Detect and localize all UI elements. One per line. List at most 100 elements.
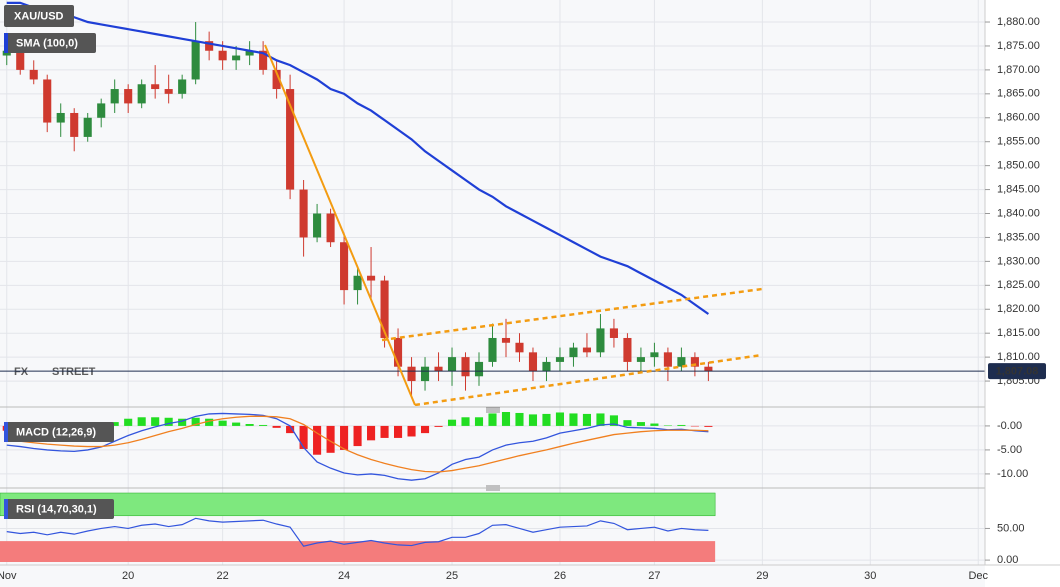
resize-handle[interactable] (486, 485, 500, 491)
macd-histogram-bar (367, 425, 376, 441)
macd-histogram-bar (245, 424, 254, 426)
x-tick-label: 29 (756, 570, 768, 582)
legend-symbol: XAU/USD (14, 10, 64, 22)
watermark: FX (14, 366, 29, 378)
candle-body (151, 84, 160, 90)
candle-body (367, 275, 376, 281)
macd-histogram-bar (528, 414, 538, 426)
candle-body (97, 103, 106, 118)
macd-histogram-bar (569, 413, 578, 426)
candle-body (56, 112, 65, 123)
trend-lines (264, 44, 763, 406)
macd-histogram-bar (677, 424, 686, 426)
candle-body (299, 189, 308, 238)
macd-histogram-bar (137, 417, 146, 426)
candle-body (259, 50, 268, 70)
legend-sma: SMA (100,0) (16, 37, 78, 49)
candle-body (313, 213, 322, 238)
macd-histogram-bar (596, 413, 605, 426)
y-tick-label: 1,870.00 (997, 64, 1040, 76)
candle-body (569, 347, 578, 358)
macd-histogram-bar (582, 413, 591, 426)
candle-body (286, 89, 295, 190)
macd-histogram-bar (555, 412, 565, 426)
macd-histogram-bar (272, 425, 281, 428)
y-tick-label: 0.00 (997, 554, 1018, 566)
macd-histogram-bar (704, 425, 713, 427)
macd-histogram-bar (488, 413, 497, 426)
macd-histogram-bar (178, 418, 187, 426)
candle-body (164, 89, 173, 94)
legend-box[interactable] (4, 33, 96, 53)
y-tick-label: 1,880.00 (997, 16, 1040, 28)
x-tick-label: 24 (338, 570, 350, 582)
x-tick-label: 25 (446, 570, 458, 582)
x-tick-label: 26 (554, 570, 566, 582)
candle-body (434, 366, 443, 372)
legend-box[interactable] (4, 499, 114, 519)
macd-histogram-bar (286, 425, 295, 434)
labels-layer: Nov 20 22 24 25 26 27 29 30 Dec1,805.001,810.001,… (0, 16, 1046, 582)
x-tick-label: 27 (648, 570, 660, 582)
y-axis-area (985, 0, 1060, 587)
candle-body (137, 84, 146, 104)
candle-body (272, 69, 281, 90)
candle-body (447, 357, 457, 372)
candle-body (623, 337, 632, 362)
y-tick-label: 50.00 (997, 522, 1025, 534)
macd-histogram-bar (542, 413, 551, 426)
macd-histogram-bar (326, 425, 335, 453)
candle-body (420, 366, 430, 382)
macd-histogram-bar (340, 425, 349, 450)
candle-body (488, 337, 497, 362)
trend-line (264, 44, 416, 406)
panels-layer: FX STREET (0, 1, 985, 562)
candle-body (461, 357, 470, 377)
candle-body (542, 361, 551, 372)
candle-body (609, 328, 618, 338)
x-tick-label: Nov (0, 570, 17, 582)
candle-body (677, 357, 686, 367)
macd-histogram-bar (434, 425, 443, 427)
candle-body (690, 357, 699, 367)
macd-line (6, 412, 709, 481)
y-tick-label: 1,860.00 (997, 112, 1040, 124)
macd-histogram-bar (232, 422, 241, 426)
legend-swatch (4, 422, 8, 442)
candle-body (218, 50, 227, 61)
macd-histogram-bar (474, 417, 484, 426)
legend-rsi: RSI (14,70,30,1) (16, 503, 97, 515)
y-tick-label: 1,845.00 (997, 183, 1040, 195)
y-tick-label: 1,865.00 (997, 88, 1040, 100)
candle-body (596, 328, 605, 353)
macd-histogram-bar (124, 418, 133, 426)
macd-histogram-bar (447, 419, 457, 426)
x-tick-label: Dec (968, 570, 988, 582)
macd-histogram-bar (353, 425, 362, 447)
y-tick-label: 1,875.00 (997, 40, 1040, 52)
candle-body (582, 347, 591, 353)
oversold-band (0, 541, 716, 562)
y-tick-label: 1,820.00 (997, 303, 1040, 315)
candle-body (663, 352, 672, 367)
panel-dividers (0, 406, 985, 491)
macd-histogram-bar (259, 424, 268, 426)
last-price-tag (988, 363, 1046, 380)
macd-histogram-bar (205, 418, 214, 426)
y-tick-label: -5.00 (997, 444, 1022, 456)
candle-body (43, 79, 52, 123)
legend-box[interactable] (4, 5, 74, 27)
candle-body (474, 361, 484, 377)
macd-histogram-bar (191, 417, 200, 426)
legend-macd: MACD (12,26,9) (16, 426, 96, 438)
y-tick-label: 1,840.00 (997, 207, 1040, 219)
candle-body (501, 337, 511, 343)
y-tick-label: 1,830.00 (997, 255, 1040, 267)
resize-handle[interactable] (486, 407, 500, 413)
y-tick-label: -0.00 (997, 420, 1022, 432)
rsi-line (6, 517, 709, 547)
candle-body (232, 55, 241, 61)
legend-box[interactable] (4, 422, 114, 442)
watermark: STREET (52, 366, 96, 378)
